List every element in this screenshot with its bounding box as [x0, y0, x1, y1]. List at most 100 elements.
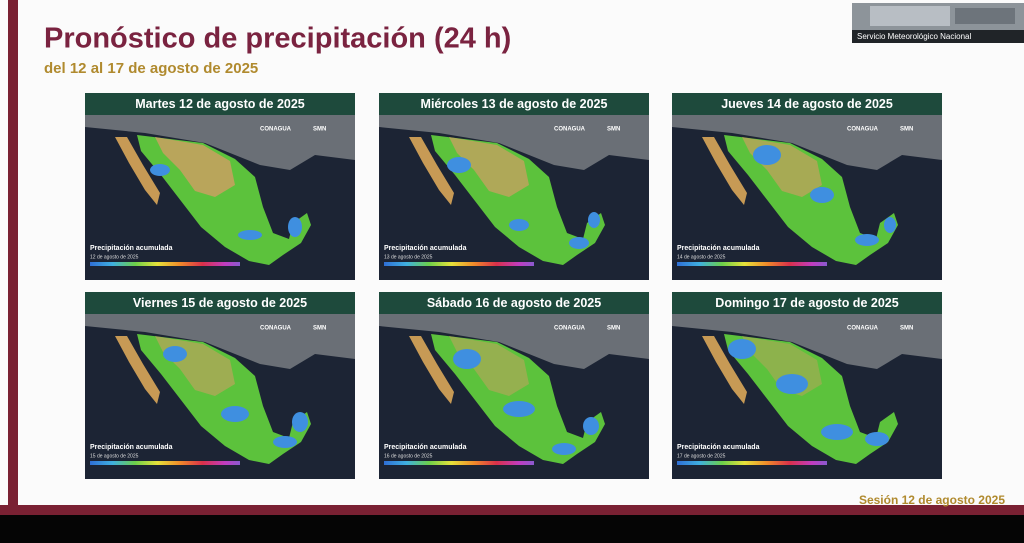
map-baja — [115, 137, 160, 205]
map-rain-area — [753, 145, 781, 165]
subtitle: del 12 al 17 de agosto de 2025 — [44, 60, 258, 77]
map-rain-area — [163, 346, 187, 362]
map-rain-area — [776, 374, 808, 394]
map-dry-area — [449, 137, 529, 197]
left-stripe — [8, 0, 18, 505]
video-scene — [870, 6, 950, 26]
map-rain-area — [238, 230, 262, 240]
panel-title: Miércoles 13 de agosto de 2025 — [421, 97, 608, 111]
logo-smn: SMN — [900, 127, 913, 133]
legend-title: Precipitación acumulada — [90, 444, 173, 451]
bottom-stripe — [0, 505, 1024, 515]
map-baja — [409, 336, 454, 404]
map-mexico — [724, 334, 898, 464]
logo-smn: SMN — [313, 326, 326, 332]
legend-title: Precipitación acumulada — [384, 245, 467, 252]
legend-scale — [384, 262, 534, 266]
forecast-panel: Miércoles 13 de agosto de 2025 CONAGUA SMN… — [379, 93, 649, 280]
panel-header — [672, 93, 942, 115]
map: CONAGUA SMN Precipitación acumulada 16 de a… — [379, 314, 649, 479]
legend-title: Precipitación acumulada — [677, 444, 760, 451]
map-rain-area — [453, 349, 481, 369]
map-rain-area — [810, 187, 834, 203]
legend-date: 17 de agosto de 2025 — [677, 453, 726, 459]
video-caption-bg — [852, 30, 1024, 43]
map-rain-area — [288, 217, 302, 237]
map-rain-area — [884, 217, 896, 233]
map-rain-area — [150, 164, 170, 176]
legend-date: 16 de agosto de 2025 — [384, 453, 433, 459]
panel-header — [379, 292, 649, 314]
panel-title: Domingo 17 de agosto de 2025 — [715, 296, 898, 310]
legend-scale — [384, 461, 534, 465]
map-rain-area — [503, 401, 535, 417]
legend-title: Precipitación acumulada — [90, 245, 173, 252]
map: CONAGUA SMN Precipitación acumulada 15 de a… — [85, 314, 355, 479]
map-rain-area — [447, 157, 471, 173]
legend-title: Precipitación acumulada — [384, 444, 467, 451]
logo-conagua: CONAGUA — [554, 127, 586, 133]
logo-smn: SMN — [607, 127, 620, 133]
video-thumbnail: Servicio Meteorológico Nacional — [852, 3, 1024, 43]
map-rain-area — [569, 237, 589, 249]
legend-scale — [677, 461, 827, 465]
map-baja — [702, 137, 747, 205]
panel-header — [85, 292, 355, 314]
panel-header — [85, 93, 355, 115]
map: CONAGUA SMN Precipitación acumulada 17 de a… — [672, 314, 942, 479]
map-rain-area — [583, 417, 599, 435]
legend-date: 13 de agosto de 2025 — [384, 254, 433, 260]
logo-conagua: CONAGUA — [260, 326, 292, 332]
legend-title: Precipitación acumulada — [677, 245, 760, 252]
forecast-panel: Jueves 14 de agosto de 2025 CONAGUA SMN Pre… — [672, 93, 942, 280]
panel-header — [379, 93, 649, 115]
video-label: Servicio Meteorológico Nacional — [857, 32, 972, 41]
video-scene — [955, 8, 1015, 24]
map-rain-area — [588, 212, 600, 228]
legend-date: 14 de agosto de 2025 — [677, 254, 726, 260]
panel-title: Sábado 16 de agosto de 2025 — [427, 296, 601, 310]
map-land — [672, 115, 942, 170]
logo-smn: SMN — [607, 326, 620, 332]
map-rain-area — [292, 412, 308, 432]
map-land — [85, 115, 355, 170]
panel-header — [672, 292, 942, 314]
map-rain-area — [509, 219, 529, 231]
legend-date: 12 de agosto de 2025 — [90, 254, 139, 260]
forecast-panel: Viernes 15 de agosto de 2025 CONAGUA SMN Pr… — [85, 292, 355, 479]
panel-title: Martes 12 de agosto de 2025 — [135, 97, 305, 111]
map-rain-area — [728, 339, 756, 359]
logo-conagua: CONAGUA — [847, 326, 879, 332]
logo-conagua: CONAGUA — [554, 326, 586, 332]
panel-title: Jueves 14 de agosto de 2025 — [721, 97, 893, 111]
map-baja — [702, 336, 747, 404]
map: CONAGUA SMN Precipitación acumulada 14 de a… — [672, 115, 942, 280]
map-rain-area — [273, 436, 297, 448]
legend-scale — [90, 262, 240, 266]
title: Pronóstico de precipitación (24 h) — [44, 23, 511, 55]
map-rain-area — [865, 432, 889, 446]
logo-conagua: CONAGUA — [260, 127, 292, 133]
bottom-bar — [0, 515, 1024, 543]
forecast-panel: Sábado 16 de agosto de 2025 CONAGUA SMN Pre… — [379, 292, 649, 479]
logo-smn: SMN — [900, 326, 913, 332]
forecast-panel: Martes 12 de agosto de 2025 CONAGUA SMN Pre… — [85, 93, 355, 280]
logo-conagua: CONAGUA — [847, 127, 879, 133]
session-label: Sesión 12 de agosto 2025 — [859, 493, 1005, 507]
panel-title: Viernes 15 de agosto de 2025 — [133, 296, 307, 310]
map-dry-area — [155, 137, 235, 197]
legend-scale — [677, 262, 827, 266]
map-land — [672, 314, 942, 369]
logo-smn: SMN — [313, 127, 326, 133]
map-rain-area — [221, 406, 249, 422]
forecast-panel: Domingo 17 de agosto de 2025 CONAGUA SMN Pr… — [672, 292, 942, 479]
map-rain-area — [552, 443, 576, 455]
map-land — [379, 314, 649, 369]
map-rain-area — [821, 424, 853, 440]
map-land — [379, 115, 649, 170]
map: CONAGUA SMN Precipitación acumulada 12 de a… — [85, 115, 355, 280]
map-rain-area — [855, 234, 879, 246]
legend-date: 15 de agosto de 2025 — [90, 453, 139, 459]
